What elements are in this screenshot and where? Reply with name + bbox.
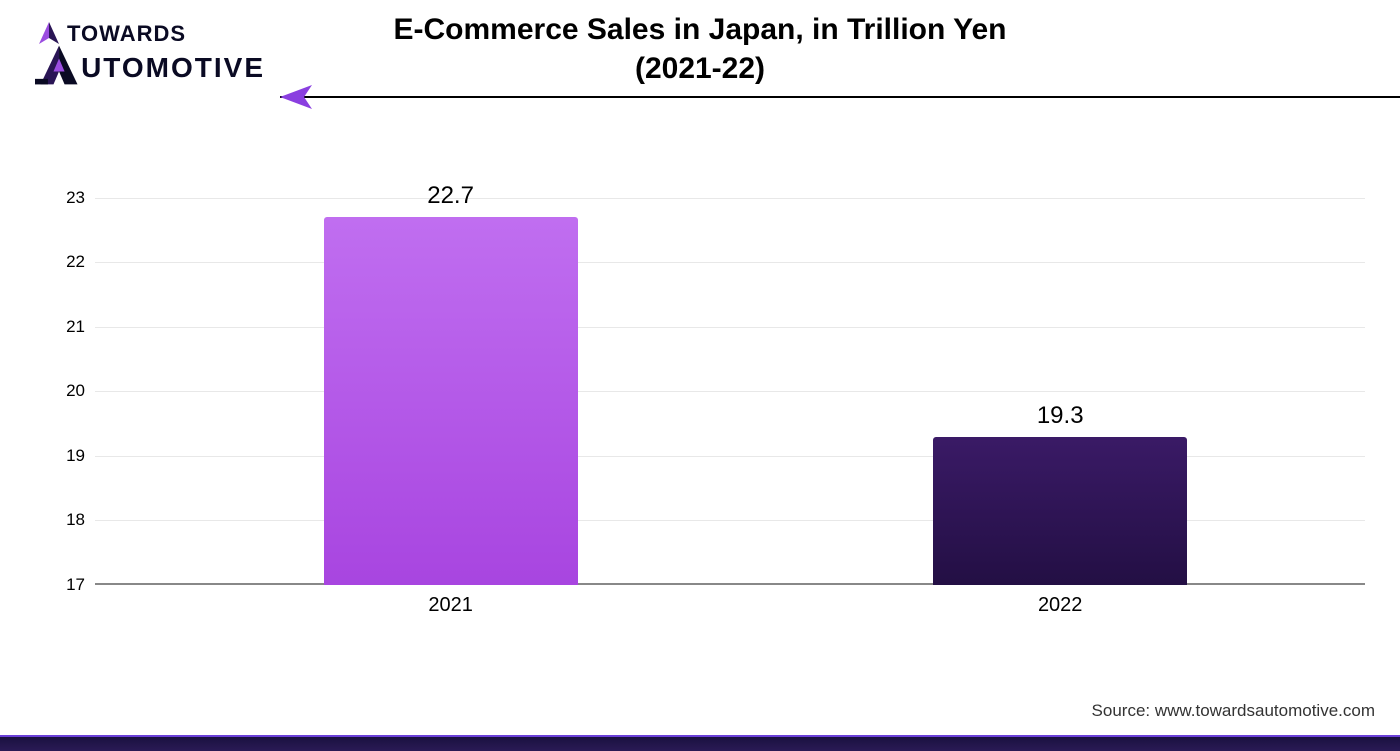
y-tick-label: 20: [50, 381, 85, 401]
gridline: [95, 262, 1365, 263]
x-tick-label: 2021: [324, 594, 578, 617]
y-tick-label: 17: [50, 575, 85, 595]
plot-area: 1718192021222322.7202119.32022: [95, 185, 1365, 585]
bar: 22.7: [324, 217, 578, 585]
chart-title: E-Commerce Sales in Japan, in Trillion Y…: [350, 10, 1050, 88]
y-tick-label: 18: [50, 510, 85, 530]
logo-a-icon: [35, 44, 83, 86]
arrow-left-icon: [280, 82, 320, 112]
logo: TOWARDS UTOMOTIVE: [35, 20, 265, 86]
gridline: [95, 391, 1365, 392]
bar: 19.3: [933, 437, 1187, 585]
source-text: Source: www.towardsautomotive.com: [1092, 701, 1375, 721]
gridline: [95, 327, 1365, 328]
y-tick-label: 23: [50, 188, 85, 208]
title-line-2: (2021-22): [635, 52, 765, 85]
footer-band: [0, 737, 1400, 751]
divider-line: [280, 96, 1400, 98]
logo-text-bottom: UTOMOTIVE: [81, 52, 265, 84]
gridline: [95, 198, 1365, 199]
x-tick-label: 2022: [933, 594, 1187, 617]
y-tick-label: 21: [50, 317, 85, 337]
bar-value-label: 19.3: [933, 402, 1187, 430]
bar-chart: 1718192021222322.7202119.32022: [45, 185, 1365, 615]
y-tick-label: 22: [50, 252, 85, 272]
header: TOWARDS UTOMOTIVE E-Commerce Sales in Ja…: [0, 0, 1400, 120]
logo-bottom-row: UTOMOTIVE: [35, 44, 265, 86]
logo-text-top: TOWARDS: [67, 21, 186, 47]
y-tick-label: 19: [50, 446, 85, 466]
bar-value-label: 22.7: [324, 182, 578, 210]
title-line-1: E-Commerce Sales in Japan, in Trillion Y…: [394, 13, 1007, 46]
